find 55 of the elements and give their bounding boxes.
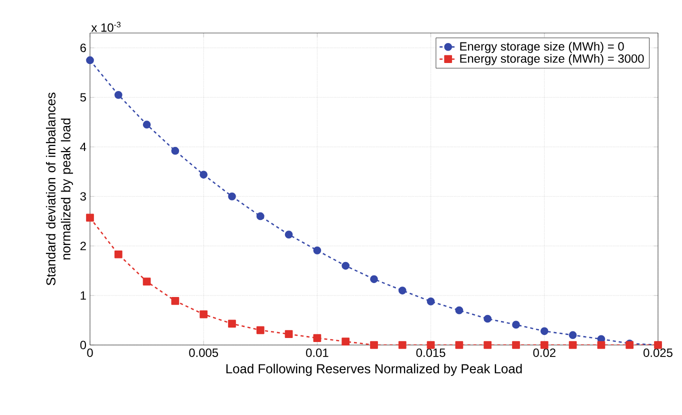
point	[398, 341, 406, 349]
y-tick-label: 4	[80, 142, 86, 152]
point	[228, 192, 236, 200]
x-axis-title: Load Following Reserves Normalized by Peak Load	[226, 364, 522, 376]
y-tick-label: 6	[80, 44, 86, 52]
point	[370, 275, 378, 284]
point	[512, 320, 520, 329]
text: x 10$^{-3}$	[91, 22, 121, 32]
point	[114, 250, 122, 258]
point	[228, 320, 236, 328]
point	[284, 330, 293, 338]
point	[256, 326, 264, 334]
point	[484, 341, 492, 349]
point	[86, 214, 94, 222]
y-axis-title: Standard deviation of imbalances normalized by peak load	[46, 92, 73, 286]
point	[455, 341, 464, 349]
x-tick-label: 0.02	[533, 348, 556, 357]
y-tick-label: 1	[80, 291, 86, 300]
point	[398, 286, 406, 294]
point	[342, 262, 350, 270]
point	[568, 331, 577, 340]
point	[256, 212, 264, 220]
x-tick-label: 0.015	[416, 348, 446, 357]
point	[200, 170, 208, 179]
point	[597, 341, 606, 349]
point	[370, 341, 378, 349]
point	[426, 297, 435, 306]
legend-label: Energy storage size (MWh) = 3000	[460, 54, 644, 66]
point	[342, 338, 350, 346]
x-tick-label: 0.01	[306, 348, 328, 357]
x-tick-label: 0.005	[189, 348, 218, 357]
point	[284, 230, 293, 238]
point	[568, 341, 577, 349]
point	[171, 296, 180, 305]
point	[484, 314, 492, 323]
point	[426, 341, 435, 349]
x-tick-label: 0.025	[644, 348, 672, 357]
point	[540, 327, 548, 336]
point	[313, 334, 322, 342]
point	[200, 310, 208, 318]
point	[86, 56, 94, 64]
y-tick-label: 5	[80, 93, 86, 102]
y-tick-label: 3	[80, 192, 86, 201]
point	[455, 306, 464, 314]
point	[142, 278, 151, 286]
point	[540, 341, 548, 349]
y-tick-label: 2	[80, 242, 86, 250]
y-tick-label: 0	[80, 340, 86, 350]
point	[512, 341, 520, 349]
point	[171, 146, 180, 155]
x-tick-label: 0	[87, 348, 93, 357]
point	[142, 120, 151, 129]
point	[114, 90, 122, 99]
legend-label: Energy storage size (MWh) = 0	[460, 42, 624, 54]
point	[313, 246, 322, 254]
